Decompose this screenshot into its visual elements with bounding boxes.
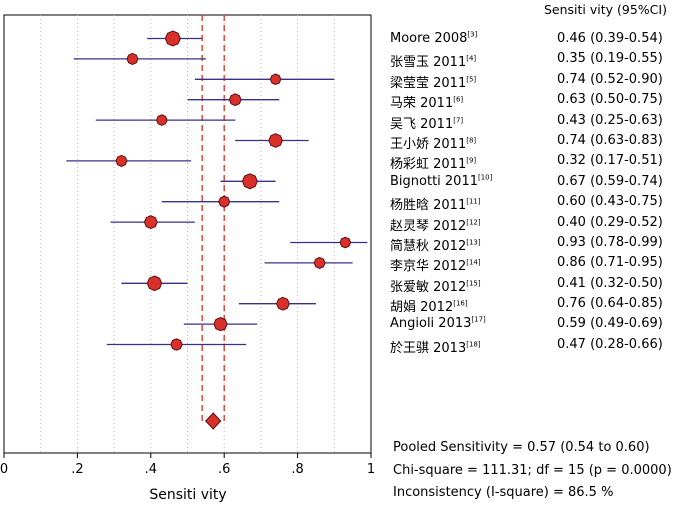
study-point-marker: [228, 93, 242, 107]
study-ci-text: 0.67 (0.59-0.74): [557, 173, 663, 189]
study-ci-text: 0.93 (0.78-0.99): [557, 234, 663, 250]
inconsistency-text: Inconsistency (I-square) = 86.5 %: [393, 485, 614, 500]
study-name: 吴飞 2011[7]: [390, 116, 464, 132]
study-point-marker: [313, 256, 326, 269]
study-ci-text: 0.76 (0.64-0.85): [557, 296, 663, 312]
study-row: 王小娇 2011[8] 0.74 (0.63-0.83): [390, 133, 700, 153]
study-reference: [3]: [467, 30, 478, 39]
column-header: Sensiti vity (95%CI): [544, 2, 667, 17]
study-ci-text: 0.41 (0.32-0.50): [557, 275, 663, 291]
study-row: 於王骐 2013[18] 0.47 (0.28-0.66): [390, 337, 700, 357]
study-list: Moore 2008[3] 0.46 (0.39-0.54) 张雪玉 2011[4]…: [390, 31, 700, 357]
study-reference: [8]: [466, 136, 477, 145]
x-tick-label: .8: [291, 462, 303, 477]
study-point-marker: [143, 215, 158, 230]
study-reference: [10]: [478, 173, 493, 182]
x-axis-label: Sensiti vity: [149, 487, 226, 503]
study-ci-text: 0.40 (0.29-0.52): [557, 214, 663, 230]
study-reference: [9]: [466, 157, 477, 166]
study-point-marker: [164, 30, 181, 47]
pooled-sensitivity-text: Pooled Sensitivity = 0.57 (0.54 to 0.60): [393, 440, 650, 455]
study-point-marker: [218, 195, 231, 208]
study-row: 梁莹莹 2011[5] 0.74 (0.52-0.90): [390, 72, 700, 92]
study-name: Bignotti 2011[10]: [390, 173, 493, 189]
study-row: 李京华 2012[14] 0.86 (0.71-0.95): [390, 255, 700, 275]
study-reference: [7]: [453, 116, 464, 125]
study-reference: [6]: [453, 95, 464, 104]
study-reference: [16]: [453, 299, 468, 308]
study-ci-text: 0.46 (0.39-0.54): [557, 31, 663, 46]
study-reference: [15]: [466, 279, 481, 288]
pooled-stats: Pooled Sensitivity = 0.57 (0.54 to 0.60)…: [393, 437, 672, 505]
study-ci-text: 0.74 (0.52-0.90): [557, 71, 663, 87]
pooled-diamond: [205, 412, 222, 430]
study-row: 张雪玉 2011[4] 0.35 (0.19-0.55): [390, 51, 700, 71]
study-name: Moore 2008[3]: [390, 30, 478, 46]
study-point-marker: [156, 114, 168, 126]
study-ci-text: 0.59 (0.49-0.69): [557, 316, 663, 332]
study-point-marker: [339, 236, 352, 249]
study-name: 简慧秋 2012[13]: [390, 238, 481, 254]
study-name: 杨胜晗 2011[11]: [390, 197, 481, 214]
study-reference: [18]: [466, 340, 481, 349]
study-row: 张爱敏 2012[15] 0.41 (0.32-0.50): [390, 276, 700, 296]
study-name: 张爱敏 2012[15]: [390, 279, 481, 295]
study-row: 杨彩虹 2011[9] 0.32 (0.17-0.51): [390, 153, 700, 173]
x-ticks: 0 .2 .4 .6 .8 1: [0, 453, 375, 477]
study-reference: [17]: [471, 316, 486, 325]
study-ci-text: 0.47 (0.28-0.66): [557, 336, 663, 352]
study-point-marker: [269, 73, 282, 86]
study-row: 赵灵琴 2012[12] 0.40 (0.29-0.52): [390, 215, 700, 235]
study-ci-text: 0.74 (0.63-0.83): [557, 132, 663, 148]
study-reference: [5]: [466, 75, 477, 84]
x-tick-label: .4: [145, 462, 157, 477]
study-ci-text: 0.86 (0.71-0.95): [557, 255, 663, 271]
study-row: 马荣 2011[6] 0.63 (0.50-0.75): [390, 92, 700, 112]
study-ci-text: 0.43 (0.25-0.63): [557, 112, 663, 128]
study-name: 李京华 2012[14]: [390, 258, 481, 275]
study-reference: [13]: [466, 238, 481, 247]
study-point-marker: [241, 173, 258, 190]
study-point-marker: [170, 338, 183, 351]
study-row: 吴飞 2011[7] 0.43 (0.25-0.63): [390, 113, 700, 133]
study-reference: [12]: [466, 218, 481, 227]
x-tick-label: 1: [367, 462, 375, 477]
x-tick-label: 0: [0, 462, 8, 477]
study-ci-text: 0.63 (0.50-0.75): [557, 92, 663, 108]
study-reference: [14]: [466, 258, 481, 267]
study-name: Angioli 2013[17]: [390, 316, 486, 332]
study-markers: [66, 30, 368, 430]
study-name: 马荣 2011[6]: [390, 95, 464, 112]
study-row: Bignotti 2011[10] 0.67 (0.59-0.74): [390, 174, 700, 194]
study-name: 於王骐 2013[18]: [390, 340, 481, 356]
study-reference: [11]: [466, 197, 481, 206]
x-tick-label: .6: [218, 462, 230, 477]
study-name: 王小娇 2011[8]: [390, 136, 477, 152]
study-point-marker: [115, 154, 128, 167]
study-ci-text: 0.32 (0.17-0.51): [557, 153, 663, 169]
study-point-marker: [275, 296, 290, 311]
study-point-marker: [126, 52, 139, 65]
study-name: 赵灵琴 2012[12]: [390, 218, 481, 234]
study-row: 胡娟 2012[16] 0.76 (0.64-0.85): [390, 296, 700, 316]
study-ci-text: 0.60 (0.43-0.75): [557, 194, 663, 210]
grid-lines: [40, 15, 335, 453]
study-reference: [4]: [466, 55, 477, 64]
study-ci-text: 0.35 (0.19-0.55): [557, 51, 663, 67]
study-point-marker: [268, 133, 283, 148]
study-name: 梁莹莹 2011[5]: [390, 75, 477, 91]
study-row: Moore 2008[3] 0.46 (0.39-0.54): [390, 31, 700, 51]
study-name: 张雪玉 2011[4]: [390, 55, 477, 71]
study-point-marker: [146, 275, 163, 292]
chi-square-text: Chi-square = 111.31; df = 15 (p = 0.0000…: [393, 462, 672, 478]
study-row: Angioli 2013[17] 0.59 (0.49-0.69): [390, 316, 700, 336]
study-name: 胡娟 2012[16]: [390, 299, 468, 316]
x-tick-label: .2: [71, 462, 83, 477]
study-name: 杨彩虹 2011[9]: [390, 157, 477, 173]
pooled-lines: [201, 15, 225, 421]
study-point-marker: [213, 316, 228, 332]
study-row: 杨胜晗 2011[11] 0.60 (0.43-0.75): [390, 194, 700, 214]
study-row: 简慧秋 2012[13] 0.93 (0.78-0.99): [390, 235, 700, 255]
